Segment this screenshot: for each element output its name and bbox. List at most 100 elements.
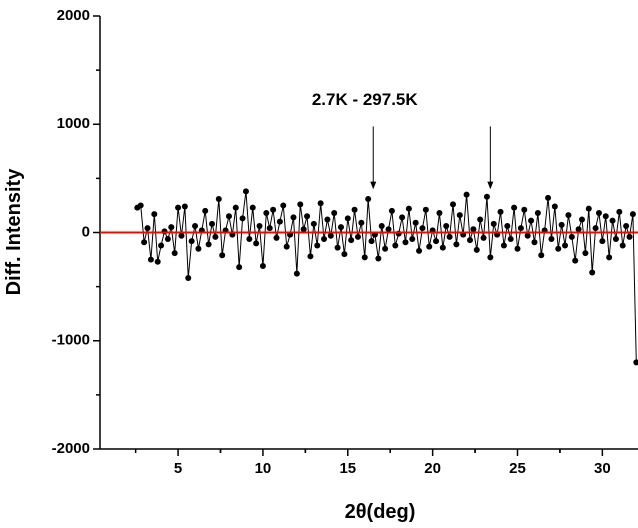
data-point <box>164 235 171 242</box>
data-point <box>358 219 365 226</box>
data-point <box>348 237 355 244</box>
data-point <box>232 204 239 211</box>
data-point <box>623 223 630 230</box>
data-point <box>626 233 633 240</box>
data-point <box>473 246 480 253</box>
data-point <box>382 245 389 252</box>
x-tick-label: 10 <box>255 460 272 477</box>
data-point <box>256 223 263 230</box>
x-axis-label: 2θ(deg) <box>345 501 416 523</box>
x-tick-label: 30 <box>594 460 611 477</box>
data-point <box>399 214 406 221</box>
data-point <box>565 212 572 219</box>
x-tick-label: 20 <box>424 460 441 477</box>
data-point <box>487 254 494 261</box>
data-point <box>137 202 144 209</box>
data-point <box>521 206 528 213</box>
data-point <box>246 235 253 242</box>
data-point <box>365 195 372 202</box>
data-point <box>351 206 358 213</box>
data-point <box>185 274 192 281</box>
data-point <box>616 208 623 215</box>
data-point <box>263 210 270 217</box>
data-point <box>290 214 297 221</box>
data-point <box>612 235 619 242</box>
data-point <box>270 206 277 213</box>
data-point <box>154 258 161 265</box>
data-point <box>175 204 182 211</box>
data-point <box>477 216 484 223</box>
data-point <box>545 194 552 201</box>
data-point <box>589 269 596 276</box>
data-point <box>629 211 636 218</box>
data-point <box>293 270 300 277</box>
data-point <box>178 232 185 239</box>
data-point <box>416 247 423 254</box>
data-point <box>507 235 514 242</box>
data-point <box>300 226 307 233</box>
data-point <box>202 207 209 214</box>
data-point <box>168 224 175 231</box>
data-point <box>450 201 457 208</box>
annotation: 2.7K - 297.5K <box>312 90 419 109</box>
data-point <box>405 205 412 212</box>
data-point <box>144 225 151 232</box>
data-point <box>219 252 226 259</box>
data-point <box>599 238 606 245</box>
data-point <box>595 210 602 217</box>
data-point <box>555 245 562 252</box>
data-point <box>514 245 521 252</box>
data-point <box>192 223 199 230</box>
data-point <box>314 242 321 249</box>
data-point <box>443 223 450 230</box>
data-point <box>575 226 582 233</box>
data-point <box>568 233 575 240</box>
data-point <box>436 210 443 217</box>
data-point <box>534 210 541 217</box>
data-line <box>137 191 637 363</box>
y-tick-label: 1000 <box>57 115 90 132</box>
data-point <box>205 241 212 248</box>
data-point <box>280 202 287 209</box>
data-point <box>633 359 638 366</box>
data-point <box>402 239 409 246</box>
data-point <box>324 216 331 223</box>
data-point <box>388 207 395 214</box>
x-tick-label: 25 <box>509 460 526 477</box>
data-point <box>161 228 168 235</box>
data-point <box>181 203 188 210</box>
data-point <box>276 218 283 225</box>
data-point <box>266 225 273 232</box>
data-point <box>354 233 361 240</box>
data-point <box>321 235 328 242</box>
y-tick-label: -2000 <box>52 440 90 457</box>
data-point <box>483 193 490 200</box>
data-point <box>253 240 260 247</box>
arrow-head <box>487 181 494 190</box>
x-tick-label: 15 <box>339 460 356 477</box>
data-point <box>409 235 416 242</box>
data-point <box>341 251 348 258</box>
x-tick-label: 5 <box>174 460 182 477</box>
data-point <box>562 242 569 249</box>
y-tick-label: 0 <box>82 223 90 240</box>
data-point <box>239 215 246 222</box>
data-point <box>578 216 585 223</box>
data-point <box>606 254 613 261</box>
data-point <box>528 217 535 224</box>
y-tick-label: 2000 <box>57 7 90 24</box>
data-point <box>504 223 511 230</box>
data-point <box>426 243 433 250</box>
data-point <box>439 244 446 251</box>
data-point <box>259 263 266 270</box>
data-point <box>412 219 419 226</box>
data-point <box>334 244 341 251</box>
data-point <box>375 255 382 262</box>
data-point <box>500 242 507 249</box>
data-point <box>378 223 385 230</box>
data-point <box>592 225 599 232</box>
data-point <box>558 221 565 228</box>
data-point <box>344 215 351 222</box>
data-point <box>212 233 219 240</box>
data-point <box>470 226 477 233</box>
